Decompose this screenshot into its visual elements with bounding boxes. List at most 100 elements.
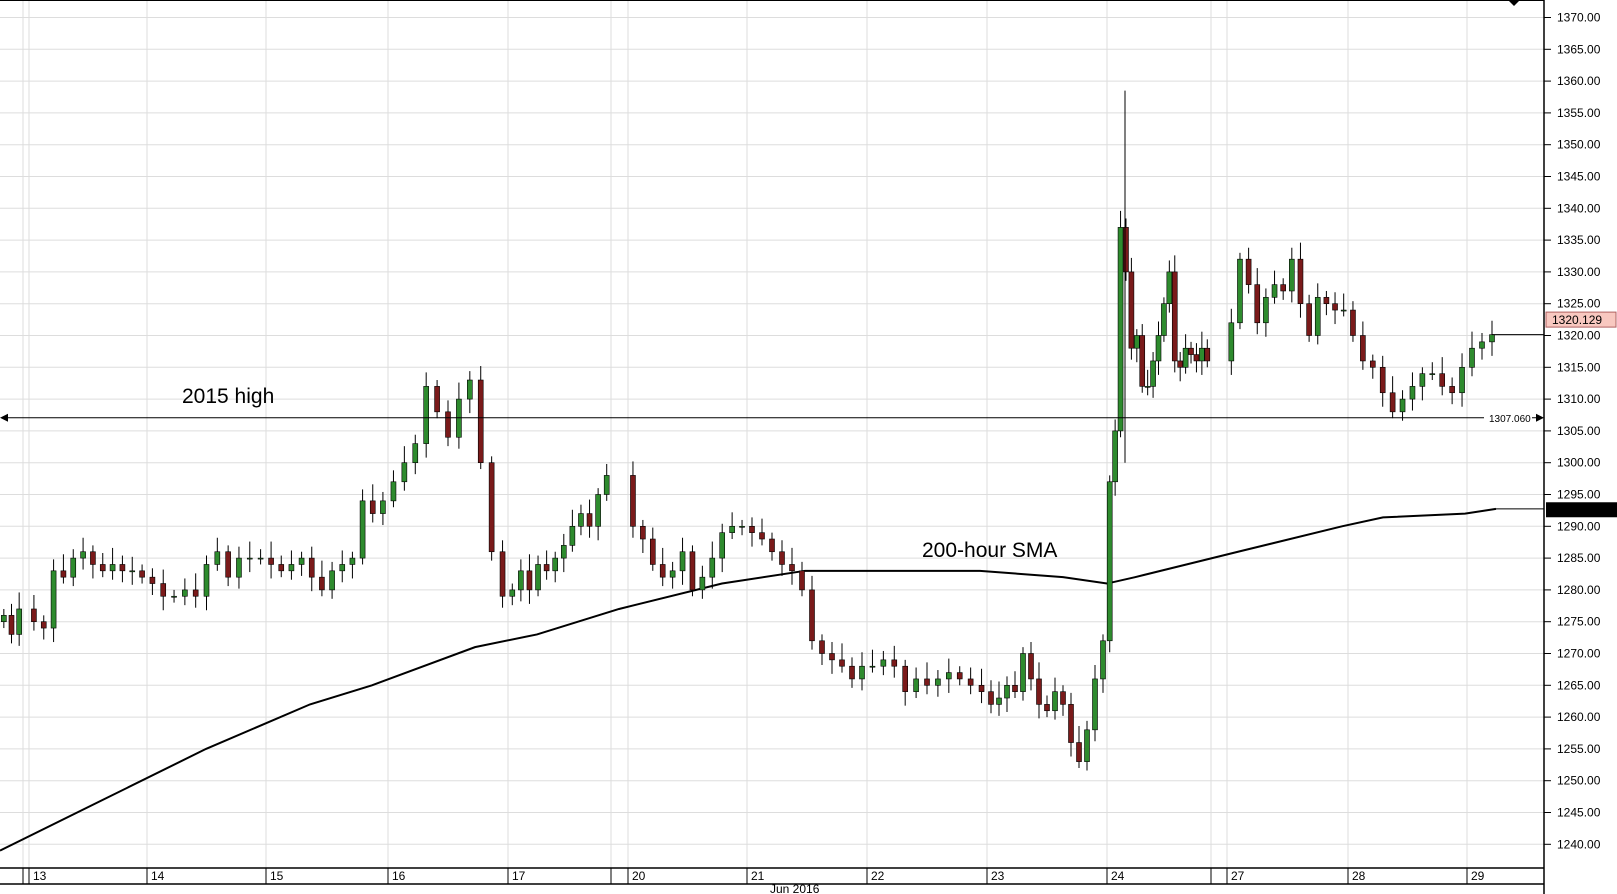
- candle-body: [1139, 335, 1146, 387]
- candle-body: [1123, 227, 1129, 273]
- candle-body: [1429, 373, 1436, 375]
- candle-body: [1128, 271, 1135, 349]
- candle-body: [1112, 430, 1118, 483]
- x-tick-label: 21: [751, 869, 765, 883]
- candle-body: [518, 570, 524, 591]
- candle-body: [659, 564, 666, 578]
- candle-body: [578, 513, 584, 527]
- candle-body: [935, 678, 941, 686]
- candle-body: [1419, 373, 1426, 387]
- y-tick-label: 1340.00: [1557, 201, 1601, 215]
- candle-body: [1204, 347, 1211, 362]
- candle-body: [988, 691, 994, 705]
- annotation-sma: 200-hour SMA: [922, 539, 1057, 562]
- candle-body: [1134, 335, 1140, 349]
- last-price-badge: [1545, 311, 1617, 328]
- candle-body: [1150, 360, 1156, 387]
- candle-body: [1289, 258, 1295, 292]
- y-tick-label: 1260.00: [1557, 710, 1601, 724]
- candle-body: [1052, 691, 1058, 712]
- candle-body: [640, 525, 646, 540]
- candle-body: [359, 500, 366, 559]
- candle-body: [149, 576, 156, 584]
- candle-body: [869, 665, 876, 668]
- x-tick-label: 17: [512, 869, 526, 883]
- y-tick-label: 1245.00: [1557, 806, 1601, 820]
- candle-body: [1084, 729, 1090, 762]
- candle-body: [1263, 297, 1269, 324]
- candle-body: [1379, 366, 1386, 394]
- candle-body: [182, 589, 188, 597]
- candle-body: [80, 551, 86, 559]
- candle-body: [278, 564, 285, 572]
- candle-body: [380, 500, 386, 514]
- candle-body: [16, 608, 22, 635]
- sma-line: [0, 507, 1497, 852]
- y-tick-label: 1370.00: [1557, 11, 1601, 25]
- candle-body: [819, 640, 825, 654]
- y-tick-label: 1295.00: [1557, 488, 1601, 502]
- candle-body: [1166, 271, 1173, 304]
- candle-body: [1360, 335, 1366, 362]
- y-tick-label: 1325.00: [1557, 297, 1601, 311]
- x-tick-label: 15: [270, 869, 284, 883]
- candle-body: [1028, 653, 1034, 680]
- candle-body: [257, 557, 264, 560]
- candle-body: [319, 576, 325, 591]
- sma-layer: [0, 507, 1544, 852]
- candle-body: [1193, 354, 1200, 362]
- candle-body: [499, 551, 506, 597]
- y-tick-label: 1330.00: [1557, 265, 1601, 279]
- candle-body: [1350, 309, 1356, 336]
- candle-body: [1237, 258, 1243, 324]
- candle-body: [31, 608, 37, 622]
- x-tick-label: 29: [1471, 869, 1485, 883]
- candle-body: [1389, 392, 1396, 413]
- candle-body: [1036, 678, 1042, 705]
- candle-body: [1459, 366, 1465, 394]
- candle-body: [809, 589, 815, 642]
- candle-body: [1106, 481, 1113, 642]
- candles-layer: [1, 90, 1495, 771]
- candle-body: [412, 443, 419, 463]
- high-line-label-bg: [1484, 411, 1532, 424]
- candle-body: [1297, 258, 1304, 304]
- candle-body: [902, 665, 908, 692]
- candle-body: [1199, 347, 1205, 362]
- candle-body: [1489, 334, 1495, 343]
- candle-body: [1280, 284, 1286, 292]
- candle-body: [1439, 373, 1446, 387]
- overlays: 1307.060 1320.129 1292.739: [0, 311, 1617, 518]
- candle-body: [509, 589, 516, 597]
- candle-body: [526, 570, 533, 591]
- candle-body: [1228, 322, 1235, 362]
- candle-body: [1399, 398, 1406, 413]
- candle-body: [329, 570, 335, 591]
- candle-body: [1177, 360, 1183, 368]
- candle-body: [1012, 684, 1018, 692]
- candle-body: [749, 525, 755, 533]
- candle-body: [423, 386, 429, 444]
- y-tick-label: 1355.00: [1557, 106, 1601, 120]
- candle-body: [225, 551, 231, 578]
- candle-body: [288, 564, 295, 572]
- candle-body: [1171, 271, 1178, 362]
- candle-body: [1117, 227, 1124, 432]
- x-tick-label: 24: [1111, 869, 1125, 883]
- candle-body: [1092, 678, 1098, 731]
- candle-body: [8, 615, 15, 635]
- candle-body: [390, 481, 397, 502]
- candle-body: [445, 411, 451, 438]
- candle-body: [99, 564, 106, 572]
- candle-body: [769, 538, 775, 553]
- y-tick-label: 1270.00: [1557, 647, 1601, 661]
- candle-body: [160, 583, 167, 597]
- y-tick-label: 1300.00: [1557, 456, 1601, 470]
- annotation-2015-high: 2015 high: [182, 385, 274, 408]
- candle-body: [891, 659, 898, 667]
- candle-body: [1068, 704, 1074, 743]
- candle-body: [880, 659, 887, 667]
- y-tick-label: 1250.00: [1557, 774, 1601, 788]
- candle-body: [779, 551, 785, 565]
